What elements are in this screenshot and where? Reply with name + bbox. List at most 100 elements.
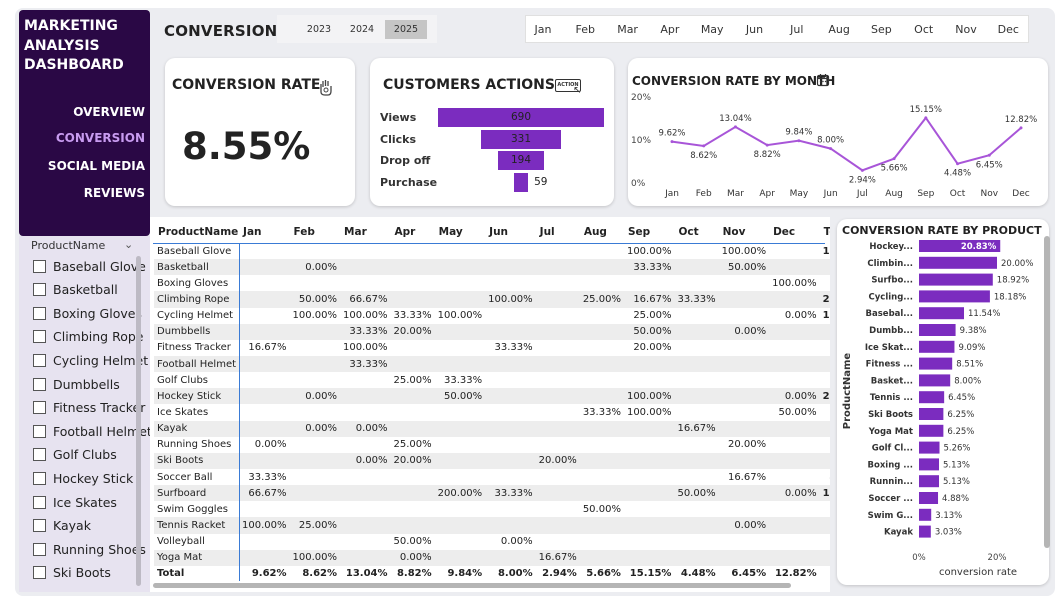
checkbox[interactable] — [33, 448, 46, 462]
data-point[interactable] — [987, 153, 991, 157]
table-row[interactable]: Golf Clubs 25.00% 33.33% 5 — [154, 372, 830, 388]
month-button[interactable]: May — [700, 23, 724, 36]
slicer-item[interactable]: Climbing Rope — [33, 328, 144, 346]
slicer-item[interactable]: Basketball — [33, 281, 118, 299]
data-point[interactable] — [670, 140, 674, 144]
table-row[interactable]: Climbing Rope 50.00% 66.67% 100.00% 25.00% 16… — [154, 291, 830, 308]
column-header[interactable]: Oct — [678, 226, 699, 238]
slicer-item[interactable]: Boxing Gloves — [33, 304, 142, 322]
column-header[interactable]: Dec — [773, 226, 796, 238]
column-header[interactable]: Jan — [243, 226, 262, 238]
checkbox[interactable] — [33, 495, 46, 509]
data-point[interactable] — [765, 143, 769, 147]
nav-overview[interactable]: OVERVIEW — [73, 105, 145, 119]
data-point[interactable] — [797, 139, 801, 143]
product-bar[interactable] — [919, 475, 940, 488]
slicer-item[interactable]: Ski Boots — [33, 564, 111, 582]
column-header[interactable]: Feb — [293, 226, 315, 238]
nav-conversion[interactable]: CONVERSION — [55, 131, 145, 145]
product-bar[interactable] — [919, 256, 997, 269]
month-button[interactable]: Sep — [871, 23, 892, 36]
checkbox[interactable] — [33, 542, 46, 556]
column-header[interactable]: Jun — [489, 226, 509, 238]
table-row[interactable]: Swim Goggles 50.00% 3 — [154, 501, 830, 517]
column-header[interactable]: To — [823, 226, 830, 238]
product-bar[interactable] — [919, 508, 932, 521]
product-bar[interactable] — [919, 492, 939, 504]
slicer-item[interactable]: Football Helmet — [33, 422, 150, 440]
month-button[interactable]: Oct — [914, 23, 934, 36]
slicer-item[interactable]: Hockey Stick — [33, 469, 133, 487]
product-bar[interactable] — [919, 374, 951, 387]
month-button[interactable]: Feb — [575, 23, 596, 36]
product-bar[interactable] — [919, 458, 940, 471]
data-point[interactable] — [956, 162, 960, 166]
table-row[interactable]: Dumbbells 33.33%20.00% 50.00% 0.00% 9 — [154, 323, 830, 340]
product-bar[interactable] — [919, 340, 955, 353]
table-row[interactable]: Surfboard 66.67% 200.00% 33.33% 50.00% 0.00% 1… — [154, 485, 830, 502]
product-bar[interactable] — [919, 391, 945, 404]
column-header[interactable]: May — [438, 226, 463, 238]
slicer-scrollbar[interactable] — [136, 256, 141, 586]
data-point[interactable] — [702, 144, 706, 148]
checkbox[interactable] — [33, 566, 46, 580]
checkbox[interactable] — [33, 519, 46, 533]
month-button[interactable]: Aug — [828, 23, 850, 36]
column-header[interactable]: Sep — [627, 226, 651, 238]
table-row[interactable]: Yoga Mat 100.00% 0.00% 16.67% 6 — [154, 549, 830, 566]
column-header[interactable]: ProductName — [158, 226, 239, 238]
month-button[interactable]: Jul — [790, 23, 804, 36]
table-row[interactable]: Kayak 0.00%0.00% 16.67% 3 — [154, 420, 830, 437]
nav-social-media[interactable]: SOCIAL MEDIA — [47, 159, 145, 173]
slicer-item[interactable]: Golf Clubs — [33, 446, 117, 464]
data-point[interactable] — [1019, 126, 1023, 130]
column-header[interactable]: Aug — [583, 226, 607, 238]
year-2024[interactable]: 2024 — [349, 24, 375, 35]
checkbox[interactable] — [33, 401, 46, 415]
table-row[interactable]: Cycling Helmet 100.00% 100.00% 33.33% 100.00… — [154, 308, 830, 324]
table-row[interactable]: Running Shoes 0.00% 25.00% 20.00% 5 — [154, 437, 830, 453]
data-point[interactable] — [733, 125, 737, 129]
column-header[interactable]: Apr — [394, 226, 416, 238]
table-row[interactable]: Fitness Tracker 16.67% 100.00% 33.33% 20.00%… — [154, 340, 830, 356]
slicer-item[interactable]: Ice Skates — [33, 493, 117, 511]
slicer-item[interactable]: Baseball Glove — [33, 257, 146, 275]
checkbox[interactable] — [33, 259, 46, 273]
data-point[interactable] — [829, 147, 833, 151]
nav-reviews[interactable]: REVIEWS — [83, 186, 145, 200]
table-row[interactable]: Baseball Glove 100.00% 100.00% 11 — [154, 243, 830, 259]
data-point[interactable] — [892, 157, 896, 161]
product-chart-scrollbar[interactable] — [1044, 236, 1050, 548]
product-bar[interactable] — [919, 525, 931, 538]
product-bar[interactable] — [919, 273, 993, 286]
slicer-item[interactable]: Fitness Tracker — [33, 399, 145, 417]
chevron-down-icon[interactable]: ⌄ — [124, 238, 134, 251]
month-button[interactable]: Jan — [534, 23, 552, 36]
product-bar[interactable] — [919, 307, 965, 320]
checkbox[interactable] — [33, 306, 46, 320]
matrix-horizontal-scrollbar[interactable] — [153, 583, 791, 588]
table-row[interactable]: Boxing Gloves 100.00%5 — [154, 275, 830, 291]
product-bar[interactable] — [919, 357, 953, 370]
slicer-item[interactable]: Cycling Helmet — [33, 351, 148, 369]
month-button[interactable]: Jun — [745, 23, 764, 36]
product-bar[interactable] — [919, 240, 1001, 252]
column-header[interactable]: Mar — [344, 226, 367, 238]
month-button[interactable]: Dec — [997, 23, 1019, 36]
table-row[interactable]: Volleyball 50.00% 0.00% 2 — [154, 534, 830, 550]
column-header[interactable]: Nov — [722, 226, 746, 238]
product-bar[interactable] — [919, 324, 956, 336]
checkbox[interactable] — [33, 283, 46, 297]
product-bar[interactable] — [919, 290, 990, 303]
year-2025[interactable]: 2025 — [385, 20, 427, 39]
product-bar[interactable] — [919, 408, 944, 420]
data-point[interactable] — [860, 168, 864, 172]
slicer-item[interactable]: Kayak — [33, 517, 91, 535]
checkbox[interactable] — [33, 471, 46, 485]
table-row[interactable]: Soccer Ball 33.33% 16.67% 4 — [154, 469, 830, 485]
data-point[interactable] — [924, 116, 928, 120]
checkbox[interactable] — [33, 377, 46, 391]
